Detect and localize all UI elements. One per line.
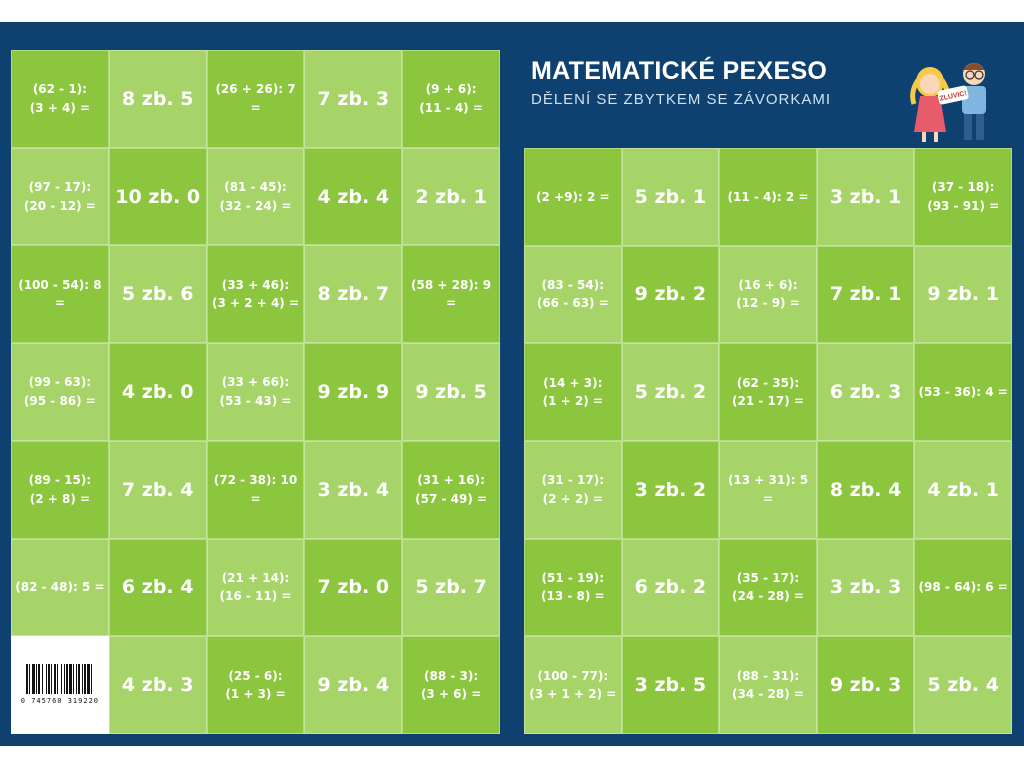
answer-card[interactable]: 7 zb. 0 [304,538,403,637]
expression-card[interactable]: (9 + 6): (11 - 4) = [402,50,500,148]
expression-card[interactable]: (51 - 19): (13 - 8) = [524,538,622,637]
expression-card[interactable]: (58 + 28): 9 = [402,245,500,344]
expression-card[interactable]: (21 + 14): (16 - 11) = [206,538,305,637]
children-illustration: ZLUVIC! [910,63,986,142]
answer-card[interactable]: 3 zb. 5 [621,636,720,734]
expression-card[interactable]: (33 + 46): (3 + 2 + 4) = [206,245,305,344]
expression-card[interactable]: (99 - 63): (95 - 86) = [11,343,109,441]
expression-card[interactable]: (82 - 48): 5 = [11,538,109,637]
answer-card[interactable]: 5 zb. 7 [402,538,500,637]
answer-card[interactable]: 7 zb. 1 [816,245,915,344]
barcode-bars [25,663,94,694]
expression-card[interactable]: (88 - 31): (34 - 28) = [719,636,817,734]
expression-card[interactable]: (11 - 4): 2 = [719,148,817,246]
answer-card[interactable]: 6 zb. 2 [621,538,720,637]
expression-card[interactable]: (35 - 17): (24 - 28) = [719,538,817,637]
barcode-card: 0 745760 319220 [11,636,109,734]
answer-card[interactable]: 8 zb. 5 [108,50,207,148]
expression-card[interactable]: (81 - 45): (32 - 24) = [206,147,305,246]
page-title: MATEMATICKÉ PEXESO [531,57,828,85]
answer-card[interactable]: 9 zb. 5 [402,343,500,441]
answer-card[interactable]: 7 zb. 4 [108,440,207,539]
pexeso-board: (62 - 1): (3 + 4) = 8 zb. 5 (26 + 26): 7 =… [0,22,1024,746]
expression-card[interactable]: (25 - 6): (1 + 3) = [206,636,305,734]
expression-card[interactable]: (62 - 35): (21 - 17) = [719,343,817,441]
answer-card[interactable]: 5 zb. 4 [914,636,1012,734]
expression-card[interactable]: (31 - 17): (2 + 2) = [524,440,622,539]
answer-card[interactable]: 6 zb. 4 [108,538,207,637]
expression-card[interactable]: (14 + 3): (1 + 2) = [524,343,622,441]
answer-card[interactable]: 9 zb. 4 [304,636,403,734]
answer-card[interactable]: 3 zb. 3 [816,538,915,637]
answer-card[interactable]: 9 zb. 3 [816,636,915,734]
expression-card[interactable]: (13 + 31): 5 = [719,440,817,539]
barcode-number: 0 745760 319220 [20,696,99,705]
answer-card[interactable]: 4 zb. 3 [108,636,207,734]
answer-card[interactable]: 2 zb. 1 [402,147,500,246]
right-card-grid: (2 +9): 2 = 5 zb. 1 (11 - 4): 2 = 3 zb. 1 (3… [524,148,1012,734]
answer-card[interactable]: 5 zb. 1 [621,148,720,246]
barcode: 0 745760 319220 [14,637,106,733]
answer-card[interactable]: 10 zb. 0 [108,147,207,246]
answer-card[interactable]: 9 zb. 1 [914,245,1012,344]
answer-card[interactable]: 4 zb. 0 [108,343,207,441]
answer-card[interactable]: 4 zb. 1 [914,440,1012,539]
expression-card[interactable]: (26 + 26): 7 = [206,50,305,148]
expression-card[interactable]: (16 + 6): (12 - 9) = [719,245,817,344]
answer-card[interactable]: 5 zb. 6 [108,245,207,344]
answer-card[interactable]: 3 zb. 4 [304,440,403,539]
expression-card[interactable]: (83 - 54): (66 - 63) = [524,245,622,344]
expression-card[interactable]: (2 +9): 2 = [524,148,622,246]
expression-card[interactable]: (89 - 15): (2 + 8) = [11,440,109,539]
expression-card[interactable]: (31 + 16): (57 - 49) = [402,440,500,539]
expression-card[interactable]: (97 - 17): (20 - 12) = [11,147,109,246]
expression-card[interactable]: (62 - 1): (3 + 4) = [11,50,109,148]
answer-card[interactable]: 8 zb. 4 [816,440,915,539]
left-card-grid: (62 - 1): (3 + 4) = 8 zb. 5 (26 + 26): 7 =… [11,50,500,734]
answer-card[interactable]: 3 zb. 2 [621,440,720,539]
title-block: MATEMATICKÉ PEXESO DĚLENÍ SE ZBYTKEM SE … [531,57,831,108]
answer-card[interactable]: 9 zb. 9 [304,343,403,441]
answer-card[interactable]: 4 zb. 4 [304,147,403,246]
expression-card[interactable]: (37 - 18): (93 - 91) = [914,148,1012,246]
page-subtitle: DĚLENÍ SE ZBYTKEM SE ZÁVORKAMI [531,91,832,108]
expression-card[interactable]: (100 - 77): (3 + 1 + 2) = [524,636,622,734]
answer-card[interactable]: 7 zb. 3 [304,50,403,148]
expression-card[interactable]: (72 - 38): 10 = [206,440,305,539]
expression-card[interactable]: (98 - 64): 6 = [914,538,1012,637]
expression-card[interactable]: (88 - 3): (3 + 6) = [402,636,500,734]
expression-card[interactable]: (100 - 54): 8 = [11,245,109,344]
answer-card[interactable]: 9 zb. 2 [621,245,720,344]
answer-card[interactable]: 5 zb. 2 [621,343,720,441]
answer-card[interactable]: 6 zb. 3 [816,343,915,441]
expression-card[interactable]: (33 + 66): (53 - 43) = [206,343,305,441]
answer-card[interactable]: 3 zb. 1 [816,148,915,246]
answer-card[interactable]: 8 zb. 7 [304,245,403,344]
expression-card[interactable]: (53 - 36): 4 = [914,343,1012,441]
